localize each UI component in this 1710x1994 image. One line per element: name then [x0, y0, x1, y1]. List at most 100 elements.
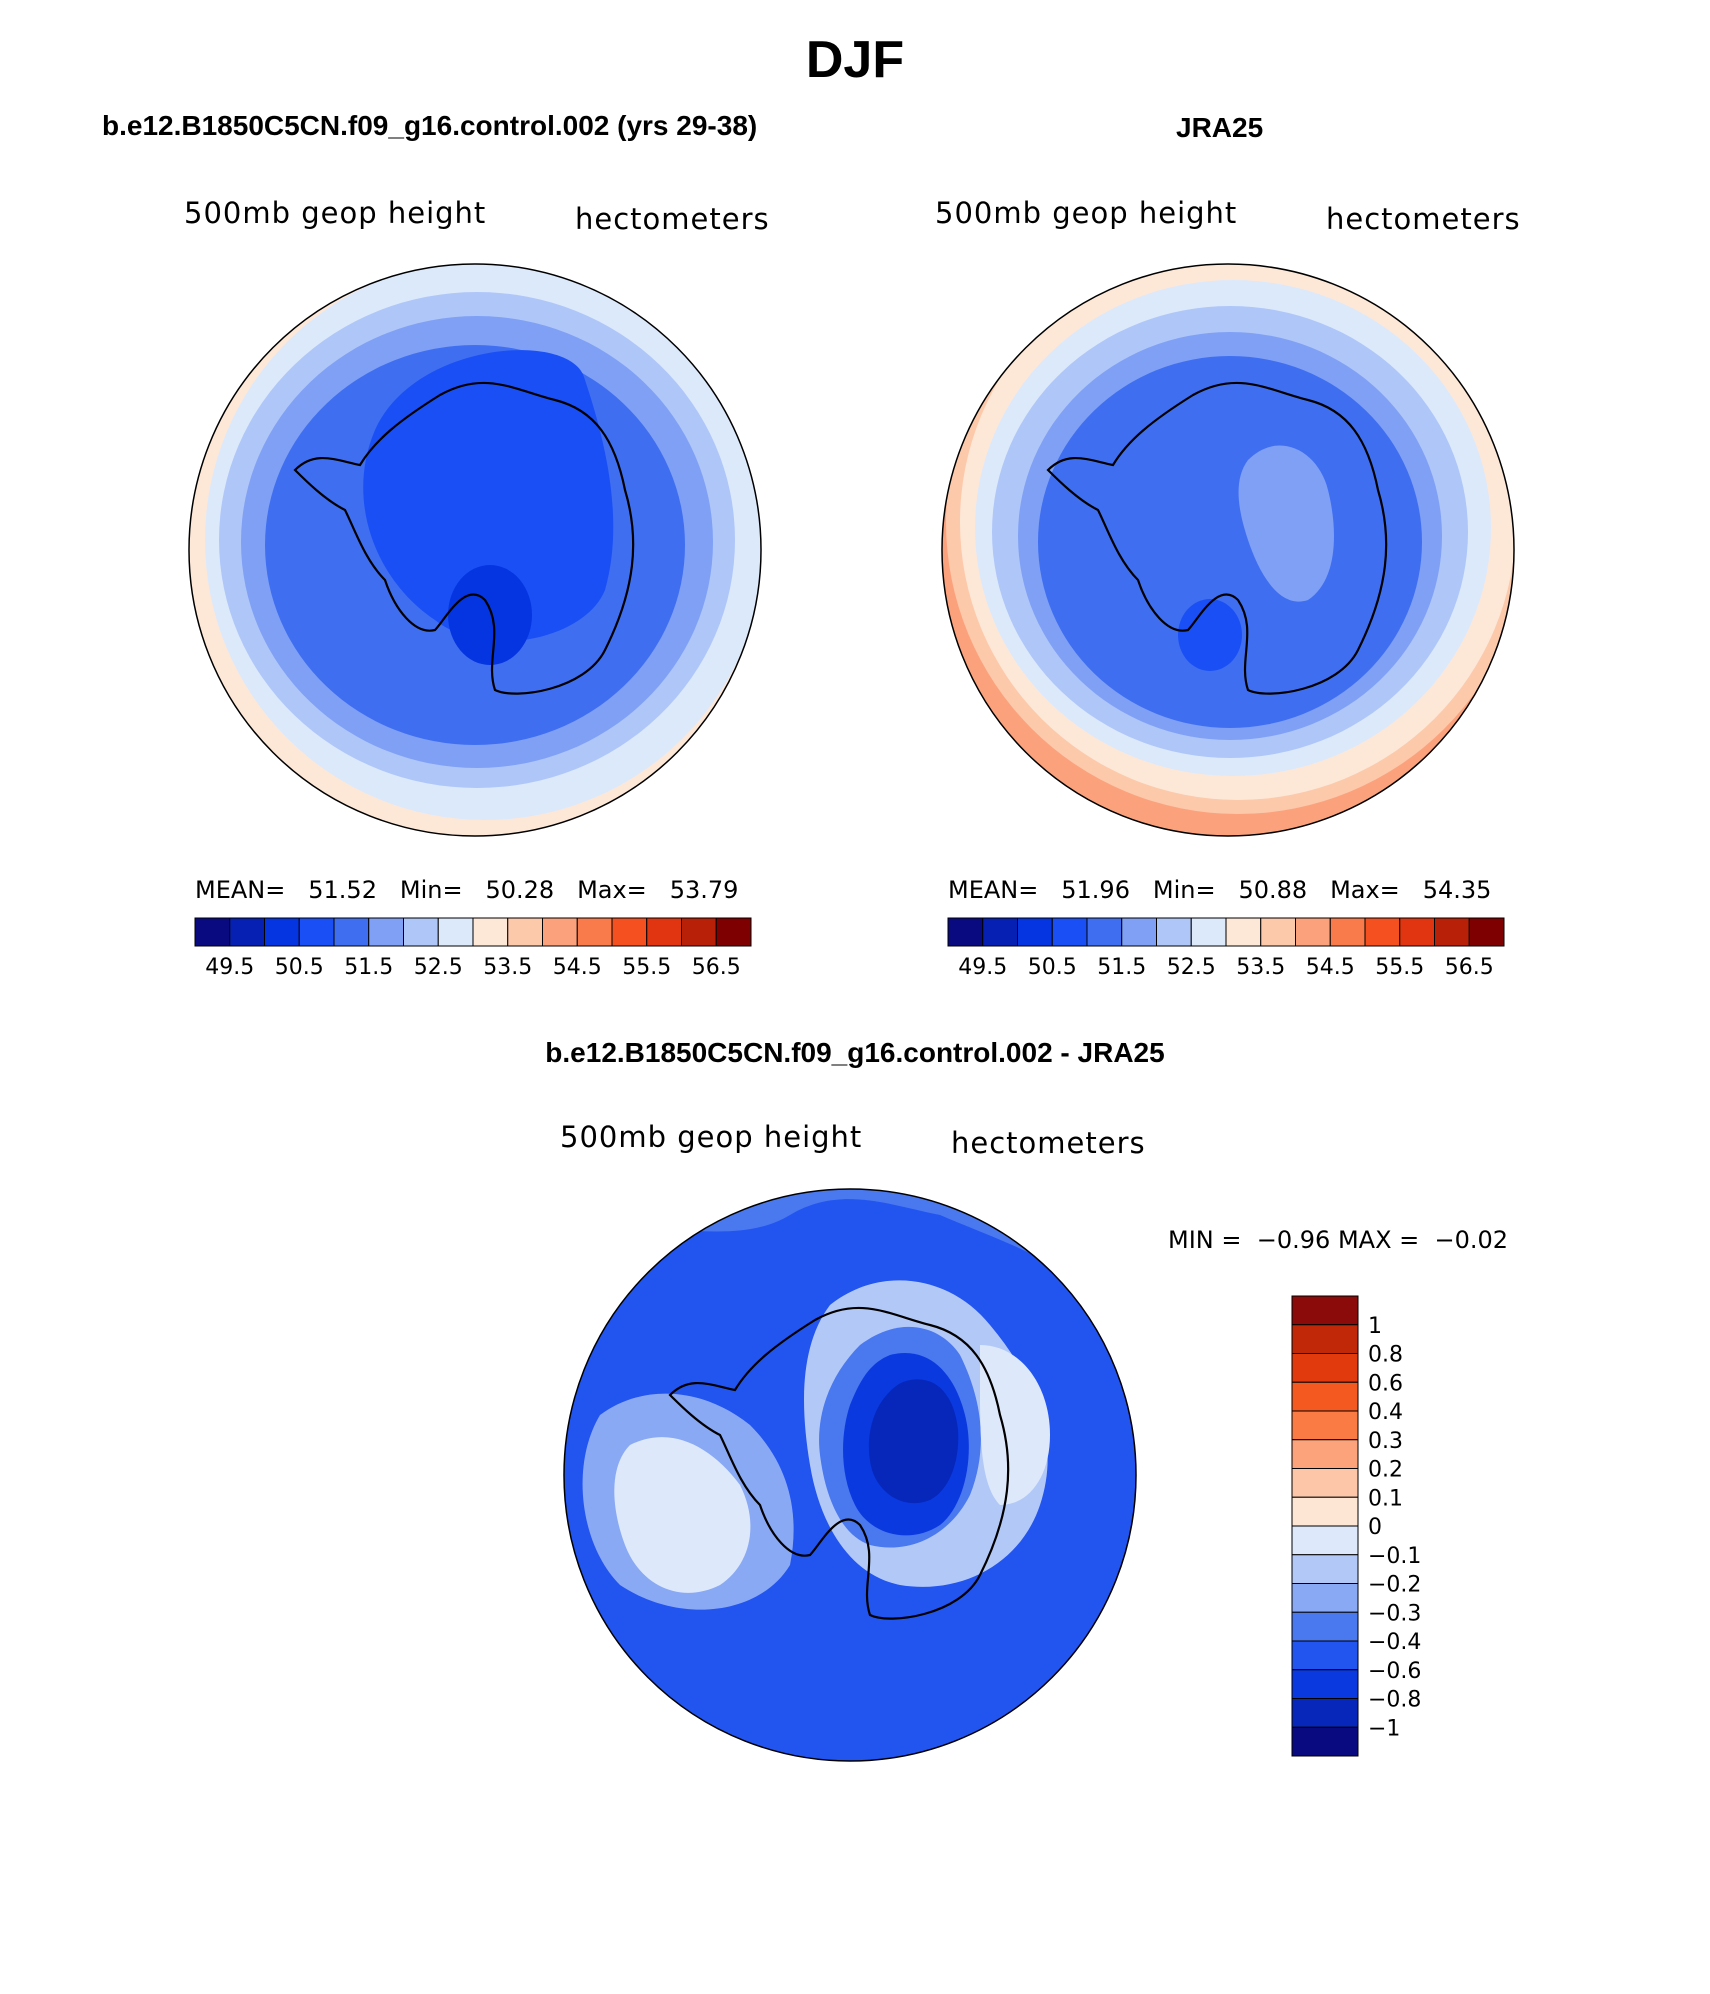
- panel3-colorbar-box: [1291, 1295, 1359, 1326]
- panel1-mean-value: 51.52: [308, 876, 377, 904]
- panel1-min-label: Min=: [399, 876, 463, 904]
- panel2-variable-label: 500mb geop height: [935, 196, 1238, 230]
- panel1-colorbar-box: [264, 917, 300, 947]
- panel3-max-value: −0.02: [1434, 1226, 1509, 1254]
- panel3-colorbar-box: [1291, 1496, 1359, 1527]
- panel1-colorbar-label: 52.5: [414, 955, 463, 980]
- panel1-max-value: 53.79: [669, 876, 739, 904]
- panel3-antarctica-coastline: [668, 1306, 1010, 1620]
- panel3-colorbar-box: [1291, 1640, 1359, 1671]
- panel2-antarctica-coastline: [1046, 381, 1388, 695]
- panel3-colorbar-label: 0: [1368, 1515, 1382, 1540]
- panel3-colorbar-label: 0.4: [1368, 1400, 1403, 1425]
- panel3-colorbar-box: [1291, 1439, 1359, 1469]
- panel3-colorbar-label: 0.8: [1368, 1343, 1403, 1368]
- panel3-colorbar-box: [1291, 1554, 1359, 1584]
- panel2-stats: MEAN= 51.96 Min= 50.88 Max= 54.35: [948, 876, 1491, 904]
- panel3-colorbar-box: [1291, 1611, 1359, 1642]
- panel2-map-border: [941, 263, 1515, 837]
- panel1-colorbar-box: [576, 917, 613, 947]
- panel2-mean-label: MEAN=: [948, 876, 1039, 904]
- panel3-colorbar: 1 0.8 0.6 0.4 0.3 0.2 0.1 0 −0.1 −0.2 −0.3 −0.4 −0.6…: [1291, 1295, 1421, 1757]
- panel1-colorbar-box: [472, 917, 509, 947]
- panel2-colorbar-label: 56.5: [1445, 955, 1494, 980]
- panel1-colorbar-label: 53.5: [483, 955, 532, 980]
- panel1-contour-fill: [189, 264, 761, 836]
- panel1-antarctica-coastline: [293, 381, 635, 695]
- panel1-variable-label: 500mb geop height: [184, 196, 487, 230]
- panel1-colorbar-label: 51.5: [344, 955, 393, 980]
- panel1-map-border: [188, 263, 762, 837]
- panel1-colorbar-box: [437, 917, 474, 947]
- panel3-colorbar-label: 0.6: [1368, 1371, 1403, 1396]
- panel3-stats: MIN = −0.96 MAX = −0.02: [1168, 1226, 1508, 1254]
- panel2-colorbar-label: 54.5: [1306, 955, 1355, 980]
- panel2-colorbar-label: 50.5: [1028, 955, 1077, 980]
- panel1-colorbar-box: [333, 917, 370, 947]
- panel3-contour-fill: [564, 1189, 1136, 1761]
- panel2-colorbar-box: [1260, 917, 1296, 947]
- panel1-max-label: Max=: [577, 876, 647, 904]
- panel1-colorbar-label: 50.5: [275, 955, 324, 980]
- panel2-colorbar-box: [1156, 917, 1192, 947]
- panel3-units-label: hectometers: [951, 1126, 1146, 1160]
- panel2-min-label: Min=: [1152, 876, 1216, 904]
- panel1-colorbar-box: [646, 917, 682, 947]
- panel1-colorbar-box: [507, 917, 543, 947]
- panel3-colorbar-label: −0.8: [1368, 1688, 1421, 1713]
- panel2-colorbar-box: [1190, 917, 1227, 947]
- panel3-min-value: −0.96: [1256, 1226, 1331, 1254]
- panel2-colorbar-box: [947, 917, 984, 947]
- panel3-colorbar-box: [1291, 1669, 1359, 1699]
- panel2-colorbar-label: 52.5: [1167, 955, 1216, 980]
- panel2-polar-map: [941, 263, 1515, 837]
- panel1-polar-map: [188, 263, 762, 837]
- panel3-colorbar-label: 0.1: [1368, 1486, 1403, 1511]
- panel2-colorbar: 49.5 50.5 51.5 52.5 53.5 54.5 55.5 56.5: [947, 917, 1505, 980]
- panel3-colorbar-label: −1: [1368, 1716, 1400, 1741]
- panel2-colorbar-box: [1086, 917, 1123, 947]
- panel1-colorbar-box: [298, 917, 335, 947]
- panel1-colorbar-label: 56.5: [692, 955, 741, 980]
- figure-title: DJF: [805, 31, 905, 89]
- panel3-variable-label: 500mb geop height: [560, 1120, 863, 1154]
- panel3-colorbar-box: [1291, 1410, 1359, 1441]
- panel2-colorbar-box: [1121, 917, 1157, 947]
- panel3-colorbar-box: [1291, 1525, 1359, 1556]
- panel2-contour-fill: [942, 264, 1514, 836]
- panel3-colorbar-box: [1291, 1726, 1359, 1757]
- panel1-colorbar-box: [368, 917, 404, 947]
- panel2-colorbar-label: 51.5: [1097, 955, 1146, 980]
- panel3-colorbar-label: −0.3: [1368, 1601, 1421, 1626]
- panel2-colorbar-label: 49.5: [958, 955, 1007, 980]
- panel3-colorbar-box: [1291, 1468, 1359, 1498]
- panel3-colorbar-label: 0.2: [1368, 1458, 1403, 1483]
- panel3-colorbar-label: −0.2: [1368, 1573, 1421, 1598]
- panel1-colorbar-box: [229, 917, 265, 947]
- panel1-colorbar-label: 54.5: [553, 955, 602, 980]
- panel1-colorbar-box: [681, 917, 717, 947]
- panel1-colorbar-label: 49.5: [205, 955, 254, 980]
- panel3-colorbar-label: 1: [1368, 1314, 1382, 1339]
- panel3-colorbar-box: [1291, 1381, 1359, 1412]
- panel3-colorbar-label: 0.3: [1368, 1429, 1403, 1454]
- panel2-colorbar-box: [1329, 917, 1366, 947]
- panel3-colorbar-label: −0.6: [1368, 1659, 1421, 1684]
- panel2-colorbar-box: [1434, 917, 1470, 947]
- panel1-title: b.e12.B1850C5CN.f09_g16.control.002 (yrs…: [102, 110, 758, 141]
- panel2-min-value: 50.88: [1238, 876, 1308, 904]
- panel2-colorbar-label: 55.5: [1375, 955, 1424, 980]
- panel3-min-label: MIN =: [1168, 1226, 1242, 1254]
- panel1-colorbar-box: [542, 917, 578, 947]
- panel1-stats: MEAN= 51.52 Min= 50.28 Max= 53.79: [195, 876, 738, 904]
- panel1-colorbar: 49.5 50.5 51.5 52.5 53.5 54.5 55.5 56.5: [194, 917, 752, 980]
- panel1-min-value: 50.28: [485, 876, 555, 904]
- panel2-colorbar-box: [1468, 917, 1505, 947]
- panel3-polar-map: [563, 1188, 1137, 1762]
- panel2-colorbar-box: [1364, 917, 1401, 947]
- panel1-colorbar-label: 55.5: [622, 955, 671, 980]
- panel3-max-label: MAX =: [1337, 1226, 1420, 1254]
- panel2-units-label: hectometers: [1326, 202, 1521, 236]
- panel2-title: JRA25: [1176, 112, 1264, 143]
- panel2-colorbar-box: [1295, 917, 1331, 947]
